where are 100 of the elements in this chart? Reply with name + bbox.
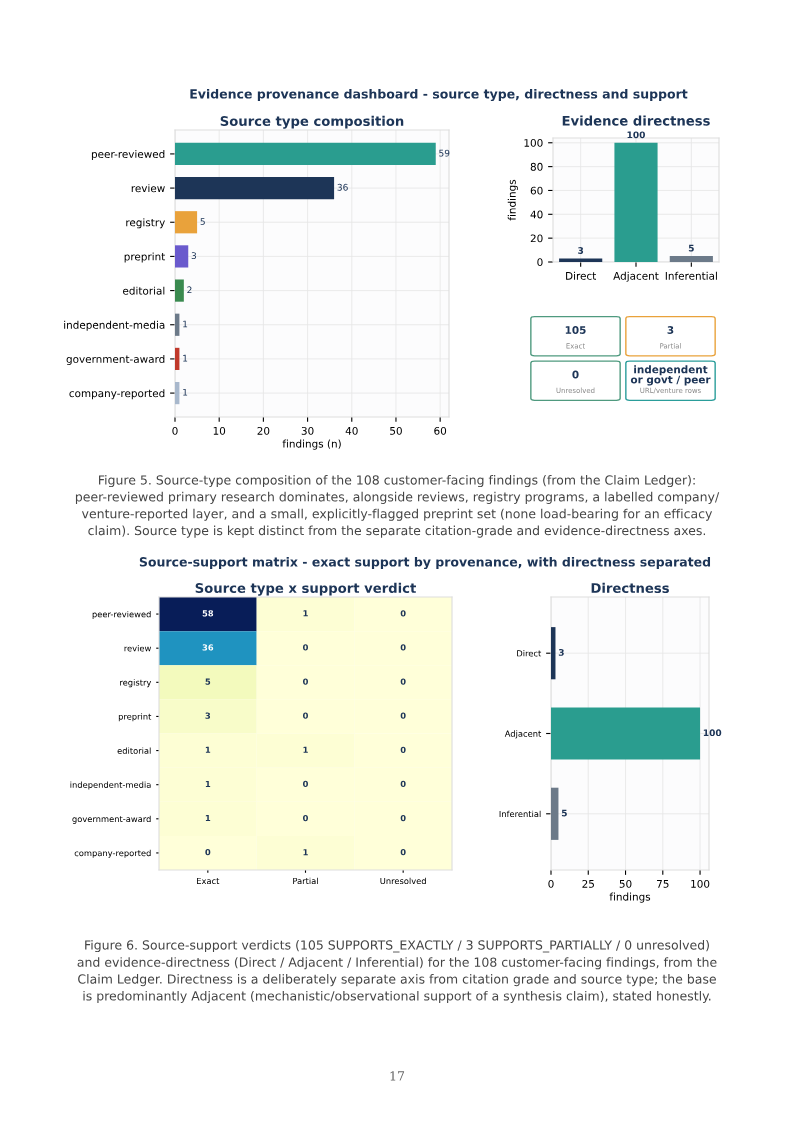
text: 3 — [667, 326, 674, 334]
text: 0 — [572, 370, 579, 379]
data-label: 0 — [303, 678, 308, 685]
y-tick-label: peer-reviewed — [92, 610, 151, 619]
data-label: 1 — [303, 610, 308, 617]
x-tick-label: 20 — [257, 426, 270, 435]
chart-title: Evidence directness — [562, 115, 710, 126]
data-label: 0 — [400, 644, 406, 651]
y-tick-label: registry — [120, 679, 152, 688]
bar — [175, 142, 436, 166]
y-tick-label: editorial — [117, 747, 151, 754]
data-label: 1 — [183, 354, 188, 362]
y-tick-label: 40 — [530, 210, 543, 219]
y-tick-label: 80 — [530, 162, 543, 171]
data-label: 0 — [400, 712, 406, 719]
x-tick-label: 10 — [213, 426, 226, 435]
y-tick-label: peer-reviewed — [91, 149, 165, 161]
bar — [551, 707, 701, 760]
data-label: 0 — [400, 746, 406, 753]
x-tick-label: 25 — [582, 879, 594, 888]
bar — [559, 258, 603, 262]
text: 17 — [390, 1071, 405, 1081]
y-tick-label: Inferential — [499, 810, 541, 818]
x-tick-label: 40 — [345, 426, 358, 435]
bar — [669, 256, 713, 262]
data-label: 0 — [205, 849, 211, 856]
data-label: 36 — [202, 644, 214, 651]
x-tick-label: Exact — [197, 877, 220, 885]
y-tick-label: preprint — [118, 713, 152, 722]
data-label: 0 — [400, 814, 406, 822]
x-tick-label: 0 — [172, 426, 178, 435]
y-tick-label: independent-media — [64, 320, 165, 331]
data-label: 0 — [303, 814, 308, 822]
data-label: 100 — [703, 729, 722, 737]
data-label: 5 — [561, 809, 567, 817]
data-label: 5 — [205, 678, 211, 685]
y-tick-label: Direct — [517, 650, 542, 657]
x-tick-label: 75 — [657, 880, 669, 888]
data-label: 0 — [400, 780, 406, 788]
x-axis-title: findings (n) — [282, 439, 341, 450]
bar — [551, 787, 559, 840]
y-tick-label: registry — [126, 218, 165, 229]
data-label: 1 — [205, 780, 211, 787]
bar — [175, 347, 180, 371]
y-tick-label: independent-media — [70, 781, 151, 790]
data-label: 58 — [202, 610, 214, 617]
y-tick-label: 100 — [524, 139, 543, 147]
y-tick-label: government-award — [72, 815, 151, 824]
x-tick-label: Unresolved — [380, 877, 426, 885]
caption: Figure 5. Source-type composition of the 108 customer-facing findings (from the Claim Ledger): peer-reviewed primary research dominates, alongside reviews, registry programs, a labelled company/ venture-reported layer, and a small, explicitly-flagged preprint set (none load-bearing for an efficacy claim). Source type is kept distinct from the separate citation-grade and evidence-directness axes. — [75, 475, 720, 538]
x-tick-label: 50 — [390, 426, 402, 435]
bar — [175, 176, 335, 200]
bar — [175, 381, 180, 405]
data-label: 59 — [439, 149, 450, 157]
data-label: 0 — [400, 610, 406, 617]
text: independent or govt / peer — [630, 365, 711, 386]
data-label: 1 — [205, 815, 211, 822]
x-tick-label: 50 — [619, 879, 632, 888]
x-axis-title: findings — [609, 892, 651, 903]
x-tick-label: Partial — [293, 877, 318, 885]
y-tick-label: 60 — [530, 186, 543, 195]
y-tick-label: 20 — [530, 234, 543, 243]
text: Evidence provenance dashboard - source type, directness and support — [190, 88, 688, 102]
x-tick-label: Inferential — [665, 271, 717, 280]
bar — [175, 313, 180, 336]
x-tick-label: 60 — [434, 426, 447, 435]
data-label: 0 — [400, 678, 406, 685]
y-tick-label: company-reported — [74, 849, 151, 858]
data-label: 1 — [205, 746, 211, 753]
x-tick-label: Adjacent — [613, 271, 659, 282]
y-tick-label: editorial — [123, 286, 165, 295]
bar — [175, 245, 189, 268]
data-label: 3 — [205, 712, 211, 719]
data-label: 5 — [200, 218, 205, 225]
data-label: 1 — [303, 849, 308, 856]
y-tick-label: Adjacent — [504, 730, 542, 739]
data-label: 1 — [183, 320, 188, 328]
data-label: 1 — [183, 388, 188, 396]
source-note: Source-support matrix - exact support by provenance, with directness separated — [139, 556, 711, 570]
data-label: 0 — [303, 712, 308, 719]
chart-title: Source type composition — [220, 115, 404, 129]
chart-title: Source type x support verdict — [195, 582, 416, 596]
y-tick-label: government-award — [66, 354, 165, 366]
bar — [175, 211, 198, 234]
data-label: 3 — [558, 649, 564, 656]
data-label: 0 — [303, 644, 308, 651]
data-label: 2 — [187, 286, 192, 294]
data-label: 3 — [191, 252, 197, 260]
y-tick-label: 0 — [537, 258, 543, 267]
data-label: 36 — [337, 183, 348, 191]
y-axis-title: findings — [507, 179, 518, 221]
x-tick-label: 100 — [691, 879, 710, 888]
chart-title: Directness — [591, 582, 669, 594]
bar — [614, 142, 658, 262]
y-tick-label: review — [131, 184, 165, 193]
data-label: 5 — [688, 244, 694, 252]
data-label: 100 — [627, 131, 645, 139]
bar — [175, 279, 184, 302]
y-tick-label: company-reported — [69, 389, 165, 400]
caption: Figure 6. Source-support verdicts (105 SUPPORTS_EXACTLY / 3 SUPPORTS_PARTIALLY / 0 unresolved) and evidence-directness (Direct / Adjacent / Inferential) for the 108 customer-facing findings, from the Claim Ledger. Directness is a deliberately separate axis from citation grade and source type; the base is predominantly Adjacent (mechanistic/observational support of a synthesis claim), stated honestly. — [77, 940, 717, 1003]
